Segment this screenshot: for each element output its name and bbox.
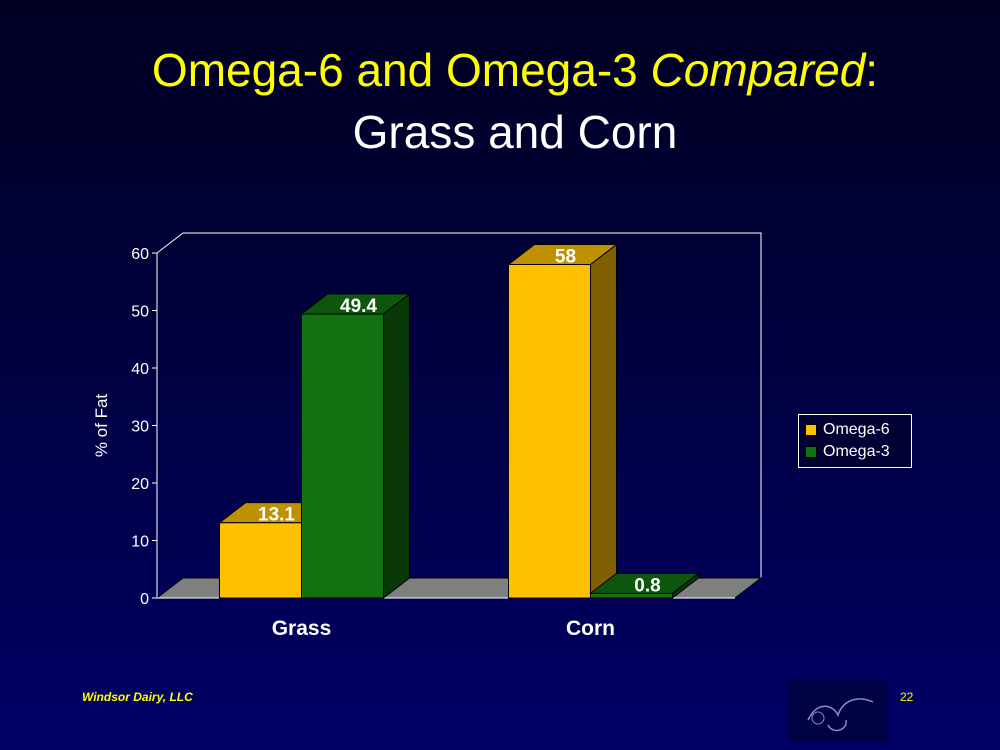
footer-company: Windsor Dairy, LLC bbox=[82, 690, 193, 704]
logo-image bbox=[788, 680, 888, 742]
bar-front bbox=[301, 313, 384, 599]
legend-label-omega6: Omega-6 bbox=[823, 421, 890, 438]
bar-top bbox=[589, 572, 700, 594]
bar-front bbox=[508, 264, 591, 599]
legend-item-omega6: Omega-6 bbox=[805, 419, 905, 441]
title-emphasis: Compared bbox=[650, 44, 866, 96]
data-label: 13.1 bbox=[258, 505, 295, 526]
slide-subtitle: Grass and Corn bbox=[352, 106, 678, 158]
data-label: 0.8 bbox=[634, 575, 660, 596]
y-tick-label: 60 bbox=[131, 246, 149, 263]
legend-item-omega3: Omega-3 bbox=[805, 441, 905, 463]
y-tick-label: 40 bbox=[131, 361, 149, 378]
y-tick-label: 0 bbox=[140, 591, 149, 608]
y-tick-label: 50 bbox=[131, 304, 149, 321]
back-wall bbox=[156, 232, 762, 578]
data-label: 58 bbox=[555, 247, 576, 268]
legend-swatch-omega6 bbox=[805, 424, 817, 436]
data-label: 49.4 bbox=[340, 296, 377, 317]
bar-top bbox=[507, 244, 618, 265]
y-tick-label: 10 bbox=[131, 534, 149, 551]
logo-drawing bbox=[807, 698, 874, 732]
page-number: 22 bbox=[900, 690, 914, 704]
bar-front bbox=[219, 522, 302, 599]
title-colon: : bbox=[865, 44, 879, 96]
bar-top bbox=[300, 293, 411, 315]
y-axis-label: % of Fat bbox=[92, 394, 111, 458]
bar-side bbox=[383, 292, 410, 600]
x-tick-label: Corn bbox=[566, 617, 615, 640]
chart-legend: Omega-6 Omega-3 bbox=[798, 414, 912, 468]
slide-title: Omega-6 and Omega-3 Compared: bbox=[0, 42, 1000, 98]
bar-side bbox=[590, 243, 617, 600]
x-tick-label: Grass bbox=[272, 617, 332, 640]
title-text: Omega-6 and Omega-3 bbox=[151, 44, 651, 96]
y-tick-label: 30 bbox=[131, 419, 149, 436]
y-tick-label: 20 bbox=[131, 476, 149, 493]
legend-swatch-omega3 bbox=[805, 446, 817, 458]
legend-label-omega3: Omega-3 bbox=[823, 443, 890, 460]
